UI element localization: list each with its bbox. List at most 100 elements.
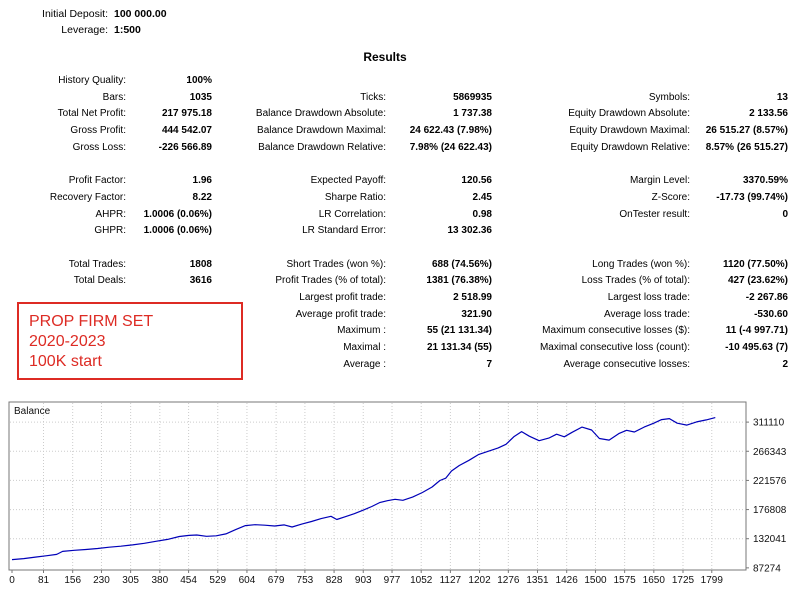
x-tick-label: 753: [297, 575, 314, 586]
table-row: Recovery Factor: 8.22 Sharpe Ratio: 2.45 Z-S…: [0, 190, 800, 207]
x-tick-label: 679: [268, 575, 285, 586]
x-tick-label: 1276: [497, 575, 520, 586]
stat-label: Loss Trades (% of total):: [581, 275, 690, 287]
table-row: Maximum : 55 (21 131.34) Maximum consecuti…: [0, 323, 800, 340]
x-tick-label: 454: [180, 575, 197, 586]
stat-label: Short Trades (won %):: [286, 258, 386, 270]
summary-block: Initial Deposit: 100 000.00 Leverage: 1:…: [0, 6, 800, 38]
stat-value: 13 302.36: [447, 225, 493, 237]
stat-label: Largest profit trade:: [299, 291, 386, 303]
table-spacer-row: [0, 156, 800, 173]
x-tick-label: 380: [151, 575, 168, 586]
results-title: Results: [363, 50, 407, 64]
table-row: Gross Loss: -226 566.89 Balance Drawdown R…: [0, 140, 800, 157]
stat-value: -226 566.89: [158, 141, 212, 153]
stat-value: 13: [776, 91, 788, 103]
x-tick-label: 1127: [440, 575, 462, 586]
stat-label: Gross Profit:: [70, 125, 126, 137]
stat-cell: Profit Factor: 1.96: [0, 173, 212, 190]
x-tick-label: 1202: [468, 575, 491, 586]
stat-value: 26 515.27 (8.57%): [705, 125, 788, 137]
stat-label: Margin Level:: [629, 175, 690, 187]
stat-value: 8.57% (26 515.27): [705, 141, 788, 153]
balance-chart-svg: 0 81 156 230 305 380 454 529 604 679 753 828 903 977 1…: [8, 401, 787, 586]
stat-label: Total Deals:: [73, 275, 126, 287]
stat-cell: Balance Drawdown Absolute: 1 737.38: [220, 106, 492, 123]
stat-cell: Recovery Factor: 8.22: [0, 190, 212, 207]
note-line-1: PROP FIRM SET: [29, 313, 154, 330]
stat-label: Equity Drawdown Maximal:: [569, 125, 690, 137]
x-tick-label: 828: [326, 575, 343, 586]
y-tick-label: 87274: [753, 563, 781, 574]
stat-label: Average :: [343, 358, 386, 370]
table-row: Average : 7 Average consecutive losses: 2: [0, 357, 800, 374]
stat-label: Average consecutive losses:: [563, 358, 690, 370]
stat-label: Average loss trade:: [604, 308, 690, 320]
stat-label: Maximal consecutive loss (count):: [539, 342, 690, 353]
x-tick-label: 156: [64, 575, 81, 586]
stat-label: Profit Trades (% of total):: [275, 275, 386, 287]
stat-value: 321.90: [461, 308, 492, 320]
stat-label: AHPR:: [95, 208, 126, 220]
stat-value: 24 622.43 (7.98%): [409, 125, 492, 137]
x-tick-label: 1426: [556, 575, 579, 586]
stat-label: Recovery Factor:: [49, 191, 126, 203]
y-tick-label: 176808: [753, 505, 787, 516]
initial-deposit-label: Initial Deposit:: [42, 8, 108, 20]
plot-area: [8, 401, 747, 571]
stat-value: 1.0006 (0.06%): [143, 225, 212, 237]
stat-cell: Equity Drawdown Maximal: 26 515.27 (8.57%…: [500, 123, 788, 140]
stat-label: Maximum :: [337, 325, 386, 337]
stat-cell: Margin Level: 3370.59%: [500, 173, 788, 190]
initial-deposit-value: 100 000.00: [114, 8, 167, 20]
stat-cell: Total Net Profit: 217 975.18: [0, 106, 212, 123]
stat-value: 2.45: [472, 191, 492, 203]
stat-label: Maximal :: [343, 342, 386, 353]
stat-label: Largest loss trade:: [607, 291, 690, 303]
stat-value: 688 (74.56%): [431, 258, 492, 270]
table-row: Profit Factor: 1.96 Expected Payoff: 120.56…: [0, 173, 800, 190]
stat-cell: [220, 73, 492, 90]
stat-value: 2 518.99: [453, 291, 492, 303]
stat-label: Z-Score:: [651, 191, 690, 203]
stat-label: Total Net Profit:: [57, 108, 126, 120]
stat-value: 7.98% (24 622.43): [409, 141, 492, 153]
stat-value: 21 131.34 (55): [426, 342, 492, 353]
stat-cell: [500, 223, 788, 240]
table-spacer-row: [0, 240, 800, 257]
stat-value: 1.96: [192, 175, 212, 187]
stat-cell: Loss Trades (% of total): 427 (23.62%): [500, 273, 788, 290]
stat-value: 7: [486, 358, 492, 370]
x-tick-label: 230: [93, 575, 110, 586]
x-tick-label: 1575: [614, 575, 637, 586]
initial-deposit-row: Initial Deposit: 100 000.00: [0, 6, 800, 22]
stat-label: Sharpe Ratio:: [324, 191, 386, 203]
stat-value: 2: [782, 358, 788, 370]
stat-value: -530.60: [754, 308, 788, 320]
table-row: Average profit trade: 321.90 Average loss …: [0, 307, 800, 324]
note-line-3: 100K start: [29, 353, 102, 370]
y-tick-label: 311110: [753, 418, 785, 429]
y-tick-label: 132041: [753, 534, 787, 545]
balance-line: [11, 417, 716, 561]
stat-value: [690, 223, 788, 240]
chart-legend-balance: Balance: [14, 406, 51, 417]
stat-cell: Maximal : 21 131.34 (55): [220, 340, 492, 357]
stat-value: 2 133.56: [749, 108, 788, 120]
stat-value: [386, 73, 492, 90]
stat-value: 427 (23.62%): [727, 275, 788, 287]
table-row: Total Trades: 1808 Short Trades (won %): 68…: [0, 257, 800, 274]
stat-label: Gross Loss:: [72, 141, 126, 153]
stat-cell: Equity Drawdown Relative: 8.57% (26 515.2…: [500, 140, 789, 157]
stat-value: 0: [782, 208, 788, 220]
stat-cell: [500, 73, 788, 90]
leverage-label: Leverage:: [61, 24, 108, 36]
stat-cell: Gross Profit: 444 542.07: [0, 123, 212, 140]
stat-label: Equity Drawdown Absolute:: [568, 108, 690, 120]
y-tick-label: 221576: [753, 476, 787, 487]
stat-cell: LR Correlation: 0.98: [220, 207, 492, 224]
stat-value: 3370.59%: [742, 175, 788, 187]
stat-cell: Maximal consecutive loss (count): -10 495…: [500, 340, 788, 357]
x-tick-label: 977: [384, 575, 401, 586]
x-tick-label: 1500: [584, 575, 607, 586]
